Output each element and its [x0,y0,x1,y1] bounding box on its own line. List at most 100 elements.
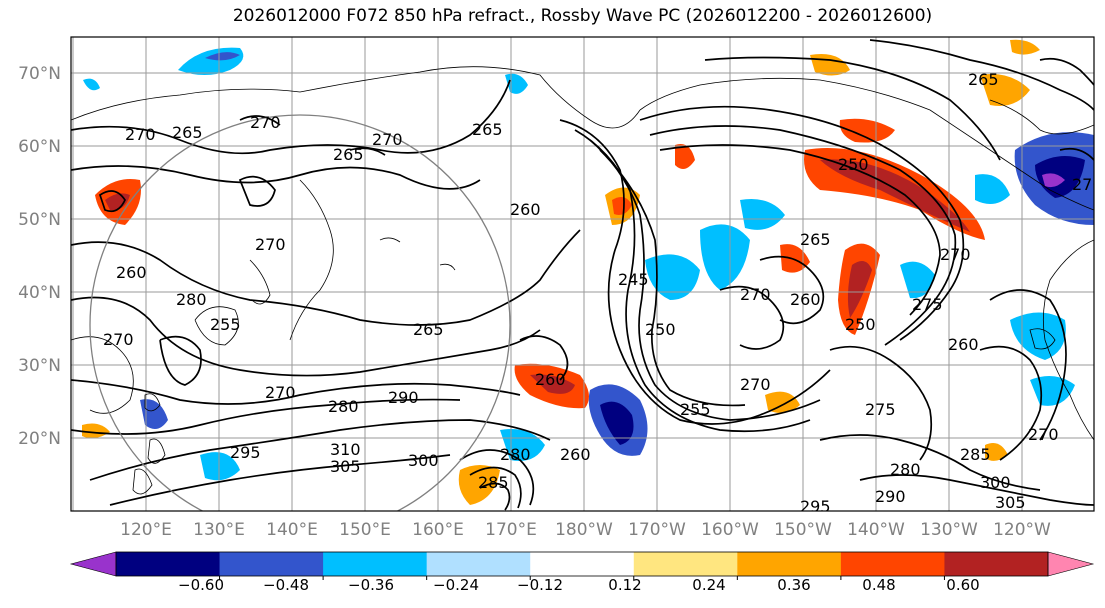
lon-label: 150°W [774,520,832,540]
contour-label: 270 [250,113,281,132]
pos-shade [530,374,575,394]
pos-shade [458,465,500,505]
contour-label: 250 [645,320,676,339]
contour-label: 265 [333,145,364,164]
colorbar-segment [116,552,221,576]
neg-shade [975,174,1010,204]
pos-shade [847,261,872,318]
contour-lines [71,39,1094,511]
pos-shade [1010,39,1040,55]
lon-label: 140°W [847,520,905,540]
pos-shade [820,159,970,232]
colorbar-outline [115,551,1049,577]
contour-label: 305 [330,457,361,476]
colorbar [69,551,1095,580]
contour-label: 275 [912,295,943,314]
contour-label: 265 [472,120,503,139]
pos-shade [985,442,1008,461]
contour-label: 250 [838,155,869,174]
lat-label: 60°N [18,137,61,157]
contour-label: 270 [740,375,771,394]
neg-shade [83,78,100,91]
lon-label: 130°E [193,520,245,540]
lon-label: 140°E [266,520,318,540]
lon-label: 180°W [555,520,613,540]
shading-layer [82,39,1094,505]
neg-shade [140,399,168,429]
contour-label: 280 [176,290,207,309]
lat-label: 40°N [18,283,61,303]
neg-shade [740,199,785,230]
graticule [71,37,1094,511]
contour-label: 270 [1028,425,1059,444]
contour-label: 290 [388,388,419,407]
lon-label: 160°W [701,520,759,540]
neg-shade [1010,312,1066,360]
colorbar-segment [633,552,738,576]
map-panel [71,37,1094,511]
pos-shade [82,423,110,439]
pos-shade [612,196,632,215]
contour-label: 260 [116,263,147,282]
lon-label: 170°E [485,520,537,540]
neg-shade [205,52,240,61]
contour-label: 310 [330,440,361,459]
contour-label: 305 [995,493,1026,512]
pos-shade [839,118,895,143]
lat-label: 30°N [18,356,61,376]
contour-label: 280 [890,460,921,479]
contour-label: 260 [535,370,566,389]
lon-label: 150°E [339,520,391,540]
neg-shade [645,254,700,300]
colorbar-tick-label: 0.36 [777,576,810,594]
contour-label: 260 [510,200,541,219]
contour-label: 245 [618,270,649,289]
neg-shade [600,401,634,445]
lat-label: 20°N [18,429,61,449]
coastlines [71,66,1094,495]
contour-label: 285 [478,473,509,492]
lon-label: 160°E [412,520,464,540]
colorbar-ticks: −0.60 −0.48 −0.36 −0.24 −0.12 0.12 0.24 … [178,576,980,594]
colorbar-tick-label: 0.60 [946,576,979,594]
contour-label: 295 [800,497,831,516]
neg-shade [1042,173,1065,188]
colorbar-segment [737,552,842,576]
colorbar-segment [426,552,531,576]
colorbar-segment [944,552,1049,576]
reference-circle [89,114,511,511]
lat-label: 70°N [18,64,61,84]
colorbar-tick-label: −0.60 [178,576,224,594]
lon-axis: 120°E 130°E 140°E 150°E 160°E 170°E 180°… [120,520,1051,540]
pos-shade [675,144,695,169]
lat-label: 50°N [18,210,61,230]
colorbar-tick-label: −0.48 [263,576,309,594]
contour-label: 265 [172,123,203,142]
map-frame [70,36,1095,512]
contour-label: 255 [680,400,711,419]
map-title: 2026012000 F072 850 hPa refract., Rossby… [232,6,933,26]
contour-label: 280 [500,445,531,464]
neg-shade [200,452,240,481]
lon-label: 120°E [120,520,172,540]
colorbar-segment [323,552,428,576]
contour-label: 300 [408,451,439,470]
contour-label: 260 [948,335,979,354]
neg-shade [900,261,935,299]
colorbar-segment [530,552,635,576]
contour-label: 300 [980,473,1011,492]
contour-label: 265 [800,230,831,249]
contour-label: 275 [865,400,896,419]
contour-label: 295 [230,443,261,462]
contour-label: 280 [328,397,359,416]
contour-label: 270 [940,245,971,264]
contour-label: 270 [1072,175,1103,194]
colorbar-tick-label: −0.24 [433,576,479,594]
contour-label: 265 [968,70,999,89]
colorbar-tick-label: −0.36 [348,576,394,594]
contour-label: 270 [255,235,286,254]
contour-label: 260 [560,445,591,464]
colorbar-arrow-low [69,551,117,577]
